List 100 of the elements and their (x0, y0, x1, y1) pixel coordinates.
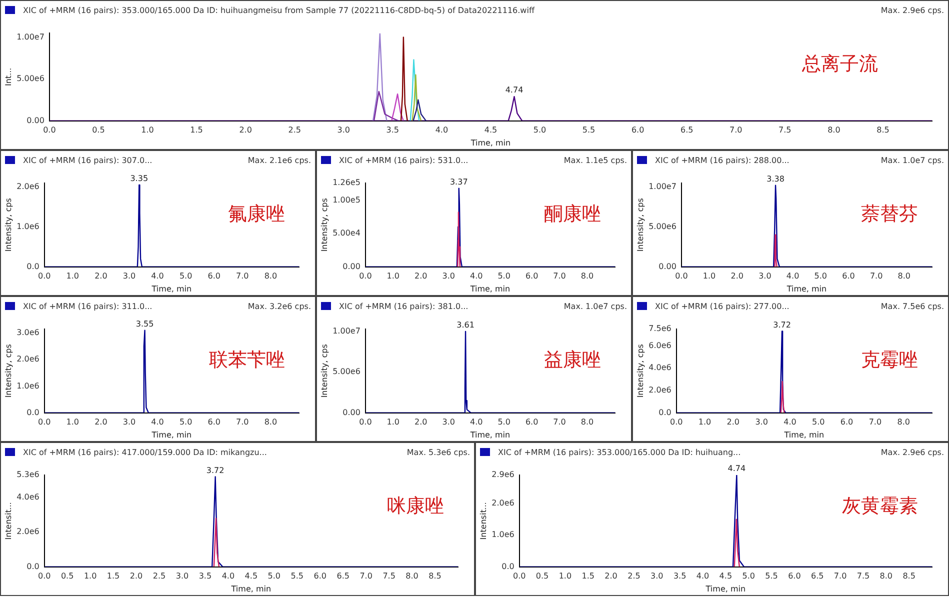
x-tick-label: 6.5 (336, 572, 350, 581)
x-tick-label: 0.0 (359, 272, 372, 281)
x-tick-label: 3.5 (198, 572, 212, 581)
x-tick-label: 7.0 (834, 572, 847, 581)
x-tick-label: 2.0 (414, 418, 428, 427)
y-tick-label: 2.0e6 (16, 527, 40, 536)
x-tick-label: 0.0 (675, 272, 688, 281)
annotation: 益康唑 (544, 348, 601, 373)
annotation: 3.38 (766, 174, 784, 184)
x-tick-label: 7.0 (870, 272, 883, 281)
y-tick-label: 1.00e5 (332, 195, 360, 204)
x-tick-label: 3.0 (442, 272, 455, 281)
x-axis-title: Time, min (150, 284, 192, 294)
y-tick-label: 4.0e6 (16, 492, 40, 502)
x-tick-label: 2.0 (726, 418, 740, 427)
annotation: 灰黄霉素 (842, 494, 918, 519)
y-tick-label: 7.5e6 (648, 324, 672, 334)
x-tick-label: 8.0 (880, 572, 893, 581)
x-tick-label: 7.0 (236, 418, 249, 427)
x-tick-label: 2.5 (288, 126, 301, 135)
y-tick-label: 2.0e6 (16, 182, 40, 192)
x-tick-label: 8.0 (264, 418, 278, 427)
chart-subtitle: Max. 5.3e6 cps. (406, 448, 470, 456)
x-tick-label: 3.5 (386, 126, 400, 135)
y-tick-label: 3.0e6 (16, 328, 40, 338)
y-axis-title: Intensity, cps (320, 198, 329, 252)
x-tick-label: 7.5 (382, 572, 396, 581)
annotation: 3.72 (206, 466, 224, 475)
chart-subtitle: Max. 1.0e7 cps. (880, 156, 944, 164)
x-tick-label: 5.0 (498, 272, 510, 281)
x-tick-label: 1.0 (141, 126, 154, 135)
x-tick-label: 8.0 (580, 418, 594, 427)
y-tick-label: 0.0 (502, 562, 514, 571)
x-tick-label: 6.0 (525, 272, 538, 281)
x-tick-label: 3.0 (650, 572, 664, 581)
y-tick-label: 1.0e6 (16, 222, 40, 231)
y-tick-label: 0.0 (658, 408, 672, 417)
x-tick-label: 3.5 (673, 572, 686, 581)
x-tick-label: 2.5 (152, 572, 166, 581)
x-tick-label: 5.0 (498, 418, 510, 427)
x-tick-label: 2.0 (94, 418, 108, 427)
y-axis-title: Intensity, cps (636, 198, 645, 252)
x-tick-label: 3.0 (122, 272, 136, 281)
x-tick-label: 8.0 (898, 272, 911, 281)
x-tick-label: 0.0 (38, 572, 51, 581)
x-tick-label: 5.0 (268, 572, 281, 581)
x-tick-label: 1.0 (66, 272, 79, 281)
x-tick-label: 7.0 (236, 272, 249, 281)
y-tick-label: 0.00 (342, 262, 360, 271)
x-tick-label: 4.0 (784, 418, 796, 427)
y-tick-label: 2.0e6 (16, 354, 40, 364)
chart-title: XIC of +MRM (16 pairs): 353.000/165.000 Da ID: huihuang... (498, 448, 742, 456)
x-tick-label: 7.5 (778, 126, 792, 135)
annotation: 3.55 (136, 319, 154, 328)
x-tick-label: 4.0 (470, 272, 483, 281)
x-tick-label: 0.5 (536, 572, 549, 581)
chart-title: XIC of +MRM (16 pairs): 311.0... (23, 302, 154, 310)
x-tick-label: 7.0 (553, 418, 566, 427)
x-tick-label: 1.5 (582, 572, 594, 581)
x-tick-label: 5.5 (290, 572, 304, 581)
y-axis-title: Intensit... (478, 502, 488, 540)
x-tick-label: 2.0 (94, 272, 108, 281)
chart-subtitle: Max. 2.1e6 cps. (248, 156, 311, 164)
y-tick-label: 5.00e6 (332, 367, 360, 376)
x-tick-label: 2.0 (130, 572, 143, 581)
y-axis-title: Intensity, cps (320, 344, 329, 398)
x-tick-label: 2.0 (604, 572, 618, 581)
x-tick-label: 6.0 (314, 572, 326, 581)
x-tick-label: 4.0 (435, 126, 448, 135)
x-axis-title: Time, min (469, 430, 510, 440)
annotation: 酮康唑 (544, 202, 601, 227)
x-tick-label: 5.0 (533, 126, 546, 135)
x-tick-label: 6.5 (680, 126, 694, 135)
annotation: 萘替芬 (861, 202, 918, 227)
chart-subtitle: Max. 3.2e6 cps. (248, 302, 311, 310)
x-axis-title: Time, min (230, 584, 272, 594)
x-tick-label: 6.0 (631, 126, 644, 135)
x-tick-label: 5.0 (179, 272, 192, 281)
y-tick-label: 0.0 (26, 262, 40, 271)
x-tick-label: 4.0 (786, 272, 800, 281)
y-tick-label: 1.0e6 (492, 530, 514, 540)
x-axis-title: Time, min (470, 138, 511, 148)
x-tick-label: 8.0 (406, 572, 418, 581)
chart-subtitle: Max. 2.9e6 cps. (880, 448, 944, 456)
x-tick-label: 4.0 (151, 272, 164, 281)
x-axis-title: Time, min (704, 584, 746, 594)
x-tick-label: 1.5 (106, 572, 120, 581)
x-axis-title: Time, min (786, 284, 827, 294)
y-tick-label: 2.0e6 (648, 386, 672, 395)
y-tick-label: 0.00 (342, 408, 360, 417)
x-tick-label: 5.0 (179, 418, 192, 427)
annotation: 3.61 (456, 320, 474, 330)
x-tick-label: 4.5 (484, 126, 498, 135)
x-tick-label: 3.0 (755, 418, 768, 427)
x-tick-label: 3.0 (442, 418, 455, 427)
x-tick-label: 0.5 (60, 572, 74, 581)
x-tick-label: 2.0 (239, 126, 252, 135)
y-axis-title: Intensity, cps (4, 198, 13, 252)
x-tick-label: 1.0 (386, 272, 400, 281)
annotation: 咪康唑 (387, 494, 444, 519)
